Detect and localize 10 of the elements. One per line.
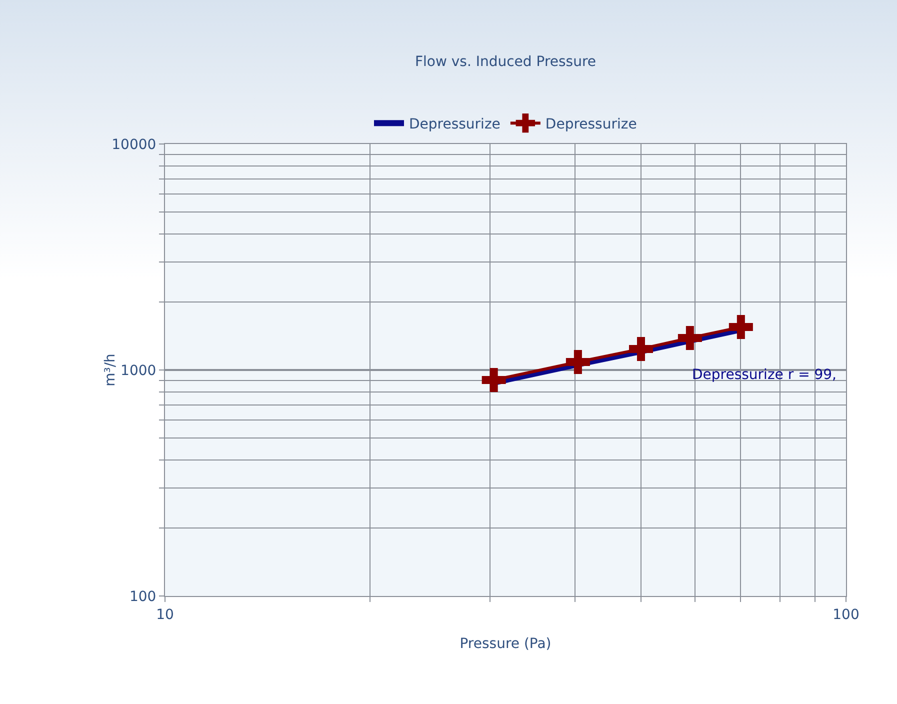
y-axis-title: m³/h: [102, 354, 119, 386]
y-tick-label: 100: [129, 588, 156, 605]
x-tick-label: 10: [156, 606, 174, 623]
y-tick-label: 10000: [112, 136, 156, 153]
chart-title: Flow vs. Induced Pressure: [414, 54, 596, 70]
x-axis-title: Pressure (Pa): [460, 636, 552, 652]
legend-label: Depressurize: [409, 116, 500, 133]
legend-label: Depressurize: [545, 116, 637, 133]
annotation: Depressurize r = 99,: [692, 367, 837, 383]
y-tick-label: 1000: [120, 362, 156, 379]
